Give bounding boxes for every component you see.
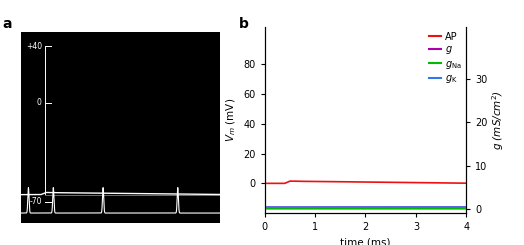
Text: +40: +40 bbox=[26, 41, 42, 50]
Y-axis label: $V_m$ (mV): $V_m$ (mV) bbox=[224, 98, 238, 142]
Legend: AP, $g$, $g_\mathrm{Na}$, $g_\mathrm{K}$: AP, $g$, $g_\mathrm{Na}$, $g_\mathrm{K}$ bbox=[429, 32, 462, 85]
Text: a: a bbox=[3, 17, 12, 31]
X-axis label: time (ms): time (ms) bbox=[340, 238, 391, 245]
Text: -70: -70 bbox=[29, 197, 42, 206]
Text: 0: 0 bbox=[37, 98, 42, 107]
Y-axis label: $g$ (mS/cm$^2$): $g$ (mS/cm$^2$) bbox=[490, 90, 506, 150]
Text: b: b bbox=[238, 17, 248, 31]
